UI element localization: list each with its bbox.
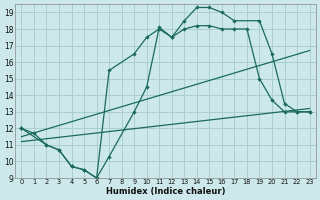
X-axis label: Humidex (Indice chaleur): Humidex (Indice chaleur) — [106, 187, 225, 196]
